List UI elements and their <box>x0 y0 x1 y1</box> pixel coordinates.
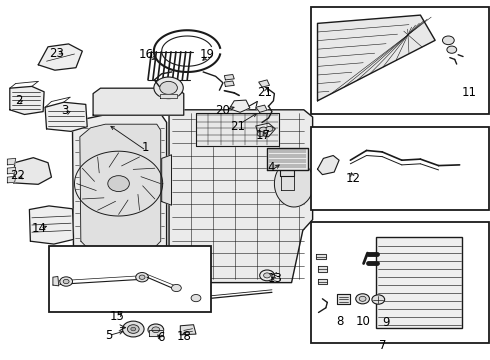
Bar <box>311 7 489 114</box>
Text: 16: 16 <box>139 48 153 61</box>
Text: 10: 10 <box>356 315 370 328</box>
Circle shape <box>148 324 164 336</box>
Text: 12: 12 <box>345 172 360 185</box>
Circle shape <box>63 279 69 284</box>
Polygon shape <box>7 176 16 183</box>
Polygon shape <box>149 330 163 336</box>
Text: 2: 2 <box>15 94 23 107</box>
Circle shape <box>154 77 183 99</box>
Polygon shape <box>318 279 327 284</box>
Polygon shape <box>316 254 326 259</box>
Polygon shape <box>224 81 234 86</box>
Text: 1: 1 <box>142 141 149 154</box>
Polygon shape <box>80 124 161 248</box>
Text: 21: 21 <box>230 120 245 132</box>
Text: 5: 5 <box>105 329 113 342</box>
Text: 17: 17 <box>256 129 271 142</box>
Circle shape <box>372 295 385 304</box>
Circle shape <box>264 273 270 278</box>
Polygon shape <box>169 110 313 283</box>
Polygon shape <box>196 113 279 146</box>
Circle shape <box>136 273 148 282</box>
Text: 11: 11 <box>462 86 477 99</box>
Circle shape <box>108 176 129 192</box>
Polygon shape <box>318 266 327 272</box>
Text: 19: 19 <box>199 48 214 61</box>
Polygon shape <box>93 88 184 115</box>
Text: 18: 18 <box>176 330 191 343</box>
Polygon shape <box>180 325 196 335</box>
Circle shape <box>442 36 454 45</box>
Polygon shape <box>229 100 250 112</box>
Bar <box>376 237 462 328</box>
Circle shape <box>191 294 201 302</box>
Polygon shape <box>53 276 59 286</box>
Polygon shape <box>318 156 339 175</box>
Text: 9: 9 <box>382 316 390 329</box>
Polygon shape <box>256 123 275 137</box>
Polygon shape <box>162 155 172 205</box>
Polygon shape <box>274 160 314 207</box>
Text: 21: 21 <box>257 86 272 99</box>
Polygon shape <box>7 158 16 165</box>
Text: 6: 6 <box>157 331 165 344</box>
Circle shape <box>172 284 181 292</box>
Text: 20: 20 <box>216 104 230 117</box>
Circle shape <box>359 296 366 301</box>
Text: 8: 8 <box>336 315 344 328</box>
Bar <box>311 127 489 210</box>
Polygon shape <box>267 148 308 170</box>
Circle shape <box>139 275 145 279</box>
Text: 3: 3 <box>61 104 69 117</box>
Bar <box>311 222 489 343</box>
Text: 14: 14 <box>32 222 47 235</box>
Text: 23: 23 <box>49 47 64 60</box>
Polygon shape <box>160 94 177 98</box>
Circle shape <box>60 277 73 286</box>
Polygon shape <box>14 158 51 184</box>
Polygon shape <box>45 102 87 131</box>
Polygon shape <box>29 206 74 244</box>
Circle shape <box>260 270 274 281</box>
Circle shape <box>356 294 369 304</box>
Polygon shape <box>281 176 294 190</box>
Polygon shape <box>256 105 267 112</box>
Polygon shape <box>318 15 435 101</box>
Bar <box>49 246 211 312</box>
Circle shape <box>257 131 264 136</box>
Text: 22: 22 <box>10 169 24 182</box>
Text: 13: 13 <box>268 273 283 285</box>
Circle shape <box>266 126 273 131</box>
Polygon shape <box>224 75 234 80</box>
Polygon shape <box>73 115 167 256</box>
Circle shape <box>122 321 144 337</box>
Polygon shape <box>10 86 44 114</box>
Polygon shape <box>337 294 350 304</box>
Polygon shape <box>7 167 16 174</box>
Circle shape <box>447 46 457 53</box>
Circle shape <box>131 327 136 331</box>
Circle shape <box>127 325 139 333</box>
Text: 4: 4 <box>268 161 275 174</box>
Circle shape <box>152 327 160 333</box>
Text: 7: 7 <box>379 339 387 352</box>
Text: 15: 15 <box>110 310 125 323</box>
Circle shape <box>259 127 268 134</box>
Circle shape <box>160 81 177 94</box>
Polygon shape <box>259 80 270 87</box>
Polygon shape <box>38 44 82 70</box>
